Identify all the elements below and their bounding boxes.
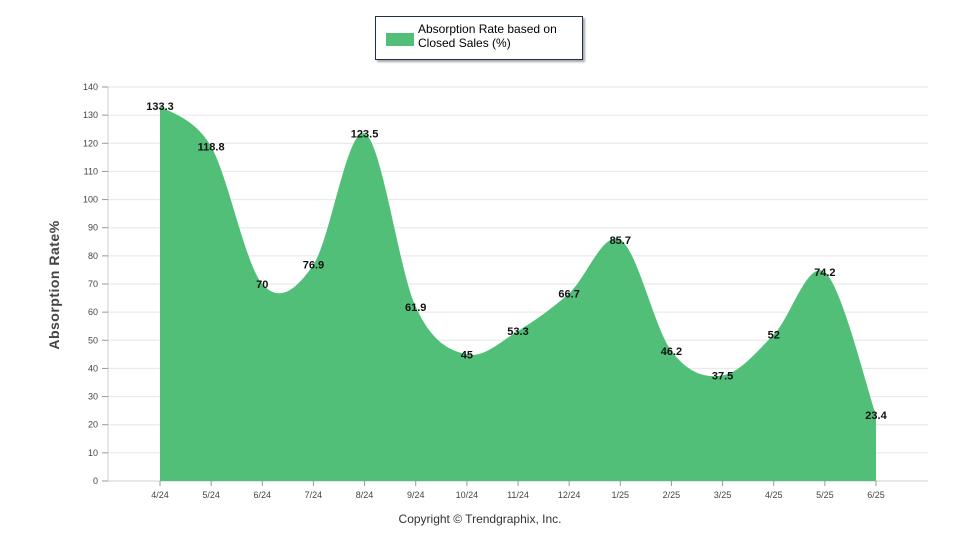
y-tick-label: 10 (88, 448, 98, 458)
x-tick-label: 5/25 (816, 490, 834, 500)
data-labels: 133.3 118.8 70 76.9 123.5 61.9 45 53.3 66.7 85.7 4… (146, 101, 887, 422)
series-area (160, 105, 876, 481)
data-label: 123.5 (351, 128, 379, 140)
y-tick-label: 110 (84, 166, 98, 176)
data-label: 53.3 (507, 326, 528, 338)
x-tick-label: 4/25 (765, 490, 783, 500)
x-tick-label: 1/25 (612, 490, 630, 500)
legend-label: Absorption Rate based on Closed Sales (%… (418, 22, 557, 50)
y-axis-title: Absorption Rate% (46, 220, 62, 350)
data-label: 76.9 (303, 260, 324, 272)
y-tick-label: 100 (83, 195, 98, 205)
legend: Absorption Rate based on Closed Sales (%… (375, 16, 583, 60)
data-label: 46.2 (661, 346, 682, 358)
data-label: 61.9 (405, 302, 426, 314)
data-label: 74.2 (814, 267, 835, 279)
y-tick-label: 70 (88, 279, 98, 289)
series-area-fill (160, 105, 876, 481)
y-tick-label: 120 (83, 138, 98, 148)
x-tick-label: 6/24 (254, 490, 272, 500)
x-tick-label: 11/24 (507, 490, 529, 500)
x-tick-label: 4/24 (151, 490, 169, 500)
y-tick-label: 130 (83, 110, 98, 120)
y-tick-label: 20 (88, 420, 98, 430)
copyright-text: Copyright © Trendgraphix, Inc. (398, 512, 562, 526)
data-label: 37.5 (712, 370, 733, 382)
x-tick-label: 3/25 (714, 490, 732, 500)
x-tick-label: 12/24 (558, 490, 581, 500)
y-tick-label: 50 (88, 335, 98, 345)
y-tick-label: 80 (88, 251, 98, 261)
y-tick-label: 0 (93, 476, 98, 486)
data-label: 133.3 (146, 101, 174, 113)
x-tick-label: 6/25 (867, 490, 885, 500)
y-axis-ticks: 0 10 20 30 40 50 60 70 80 90 100 110 120 130 140 (83, 82, 108, 486)
y-tick-label: 140 (83, 82, 98, 92)
y-tick-label: 90 (88, 223, 98, 233)
data-label: 66.7 (558, 288, 579, 300)
y-tick-label: 30 (88, 392, 98, 402)
data-label: 52 (768, 330, 780, 342)
data-label: 118.8 (198, 142, 225, 154)
x-axis-ticks: 4/24 5/24 6/24 7/24 8/24 9/24 10/24 11/24 12/24 1… (151, 481, 885, 500)
data-label: 70 (256, 279, 268, 291)
data-label: 45 (461, 349, 473, 361)
x-tick-label: 9/24 (407, 490, 425, 500)
x-tick-label: 2/25 (663, 490, 681, 500)
x-tick-label: 5/24 (202, 490, 220, 500)
x-tick-label: 8/24 (356, 490, 374, 500)
x-tick-label: 7/24 (305, 490, 323, 500)
x-tick-label: 10/24 (456, 490, 479, 500)
y-tick-label: 60 (88, 307, 98, 317)
data-label: 85.7 (610, 235, 631, 247)
y-tick-label: 40 (88, 363, 98, 373)
legend-swatch (386, 33, 414, 46)
data-label: 23.4 (865, 410, 887, 422)
